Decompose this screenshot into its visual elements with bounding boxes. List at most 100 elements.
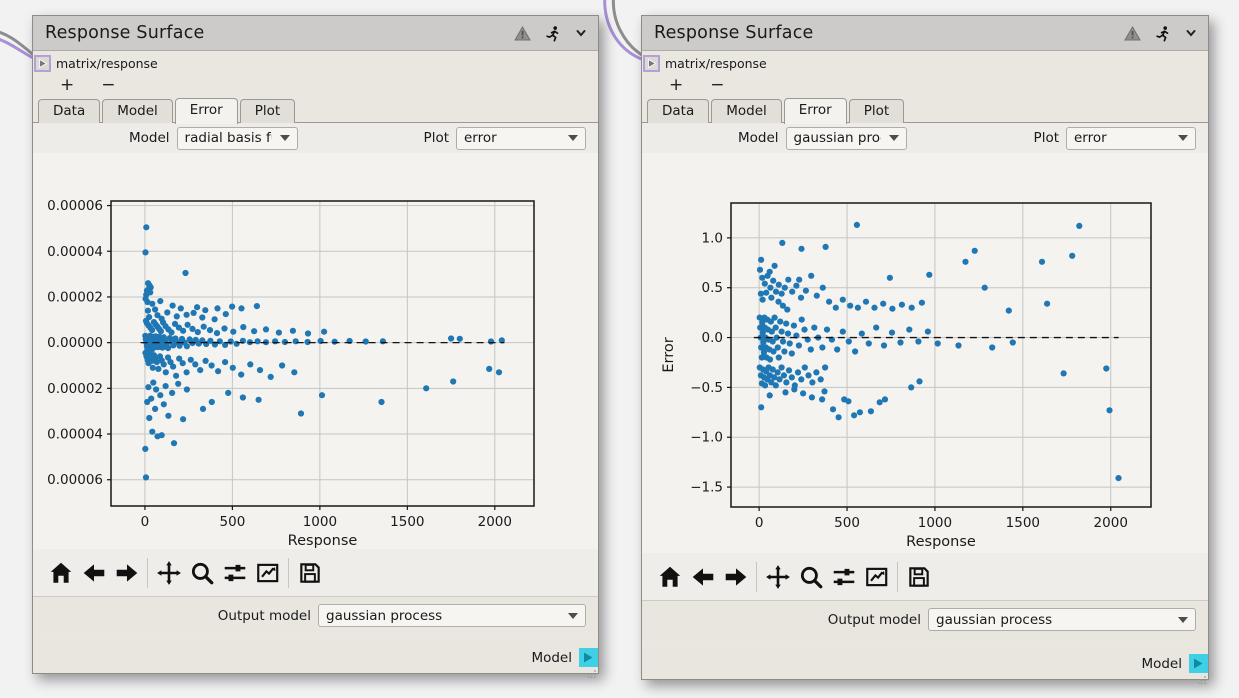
pan-button[interactable] [761, 560, 794, 593]
output-model-select[interactable]: gaussian process [318, 604, 586, 627]
configure-subplots-button[interactable] [218, 556, 251, 589]
output-port-icon[interactable] [579, 648, 598, 667]
remove-port-button[interactable]: − [710, 75, 725, 95]
dropdown-arrow-icon [1178, 135, 1188, 141]
svg-text:1500: 1500 [390, 514, 424, 530]
output-model-value: gaussian process [326, 607, 443, 624]
run-node-icon[interactable] [544, 25, 561, 42]
save-button[interactable] [293, 556, 326, 589]
plot-select-value: error [1074, 130, 1107, 146]
customize-plot-button[interactable] [251, 556, 284, 589]
svg-text:2000: 2000 [1094, 515, 1128, 531]
tab-bar: Data Model Error Plot [33, 97, 598, 124]
window-title: Response Surface [654, 23, 814, 43]
zoom-button[interactable] [794, 560, 827, 593]
output-model-value: gaussian process [936, 611, 1053, 628]
error-scatter-plot[interactable]: 0 500 1000 1500 2000 0.00006 0.00004 0.00002 0.0… [33, 153, 596, 549]
output-port-icon[interactable] [1189, 654, 1208, 673]
tab-data[interactable]: Data [647, 99, 710, 123]
input-port-icon[interactable] [643, 55, 660, 72]
tab-error[interactable]: Error [783, 98, 847, 124]
svg-text:Response: Response [906, 534, 976, 550]
dropdown-arrow-icon [1178, 616, 1188, 623]
svg-text:0.00006: 0.00006 [47, 472, 103, 488]
toolbar-separator [147, 557, 148, 588]
add-port-button[interactable]: + [669, 75, 684, 95]
plot-select[interactable]: error [1066, 126, 1196, 150]
model-select[interactable]: radial basis functi [176, 126, 298, 150]
error-scatter-plot[interactable]: 0 500 1000 1500 2000 1.0 0.5 0.0 −0.5 −1.0 −1.5 Res… [642, 153, 1206, 553]
toolbar-separator [756, 561, 757, 592]
customize-plot-button[interactable] [860, 560, 893, 593]
input-port-icon[interactable] [34, 55, 51, 72]
output-model-select[interactable]: gaussian process [928, 608, 1196, 631]
svg-text:500: 500 [220, 514, 246, 530]
forward-button[interactable] [719, 560, 752, 593]
svg-text:−1.0: −1.0 [690, 430, 723, 446]
tab-bar: Data Model Error Plot [642, 97, 1208, 124]
tab-plot[interactable]: Plot [239, 99, 296, 123]
collapse-chevron-icon[interactable] [574, 26, 588, 40]
back-button[interactable] [686, 560, 719, 593]
tab-data[interactable]: Data [38, 99, 101, 123]
pan-button[interactable] [152, 556, 185, 589]
plot-controls-row: Model radial basis functi Plot error [33, 123, 598, 153]
plot-select-label: Plot [1033, 130, 1059, 146]
port-add-remove-row: + − [642, 74, 1208, 97]
svg-text:0.00004: 0.00004 [47, 427, 103, 443]
svg-text:0.5: 0.5 [702, 280, 723, 296]
svg-text:Response: Response [288, 533, 358, 549]
output-port-label: Model [1141, 655, 1182, 672]
wire-input-right-purple[interactable] [603, 0, 645, 62]
run-node-icon[interactable] [1154, 25, 1171, 42]
model-select-value: radial basis functi [184, 130, 272, 146]
input-port-row: matrix/response [642, 53, 1208, 74]
toolbar-separator [897, 561, 898, 592]
zoom-button[interactable] [185, 556, 218, 589]
input-port-row: matrix/response [33, 53, 598, 74]
forward-button[interactable] [110, 556, 143, 589]
dropdown-arrow-icon [279, 135, 290, 141]
configure-subplots-button[interactable] [827, 560, 860, 593]
svg-text:0: 0 [141, 514, 150, 530]
wire-input-left-gray[interactable] [0, 30, 36, 58]
window-titlebar[interactable]: Response Surface [642, 16, 1208, 51]
svg-text:−0.5: −0.5 [690, 380, 723, 396]
plot-select[interactable]: error [456, 126, 586, 150]
back-button[interactable] [77, 556, 110, 589]
tab-model[interactable]: Model [102, 99, 173, 123]
tab-error[interactable]: Error [174, 98, 238, 124]
remove-port-button[interactable]: − [101, 75, 116, 95]
wire-input-left-purple[interactable] [0, 37, 36, 61]
home-button[interactable] [653, 560, 686, 593]
add-port-button[interactable]: + [60, 75, 75, 95]
svg-text:0.00002: 0.00002 [47, 381, 103, 397]
tab-plot[interactable]: Plot [848, 99, 905, 123]
svg-text:0.00006: 0.00006 [47, 198, 103, 214]
collapse-chevron-icon[interactable] [1184, 26, 1198, 40]
home-button[interactable] [44, 556, 77, 589]
resize-grip[interactable] [1197, 669, 1206, 685]
model-select[interactable]: gaussian process [785, 126, 907, 150]
svg-text:−1.5: −1.5 [690, 480, 723, 496]
output-port-row: Model [33, 642, 598, 679]
svg-text:0.00004: 0.00004 [47, 244, 103, 260]
model-select-value: gaussian process [793, 130, 881, 146]
warning-icon[interactable] [514, 25, 531, 42]
resize-grip[interactable] [587, 663, 596, 679]
window-titlebar[interactable]: Response Surface [33, 16, 598, 51]
save-button[interactable] [902, 560, 935, 593]
output-model-row: Output model gaussian process [642, 600, 1208, 638]
tab-model[interactable]: Model [711, 99, 782, 123]
wire-input-right-gray[interactable] [611, 0, 646, 59]
figure-area: 0 500 1000 1500 2000 0.00006 0.00004 0.00002 0.0… [33, 153, 598, 549]
plot-controls-row: Model gaussian process Plot error [642, 123, 1208, 153]
response-surface-window-left: Response Surface matrix/response + − Dat… [32, 15, 599, 679]
svg-text:1000: 1000 [303, 514, 337, 530]
svg-text:2000: 2000 [478, 514, 512, 530]
svg-text:500: 500 [834, 515, 860, 531]
warning-icon[interactable] [1124, 25, 1141, 42]
output-port-row: Model [642, 648, 1208, 685]
toolbar-separator [288, 557, 289, 588]
output-model-row: Output model gaussian process [33, 596, 598, 634]
